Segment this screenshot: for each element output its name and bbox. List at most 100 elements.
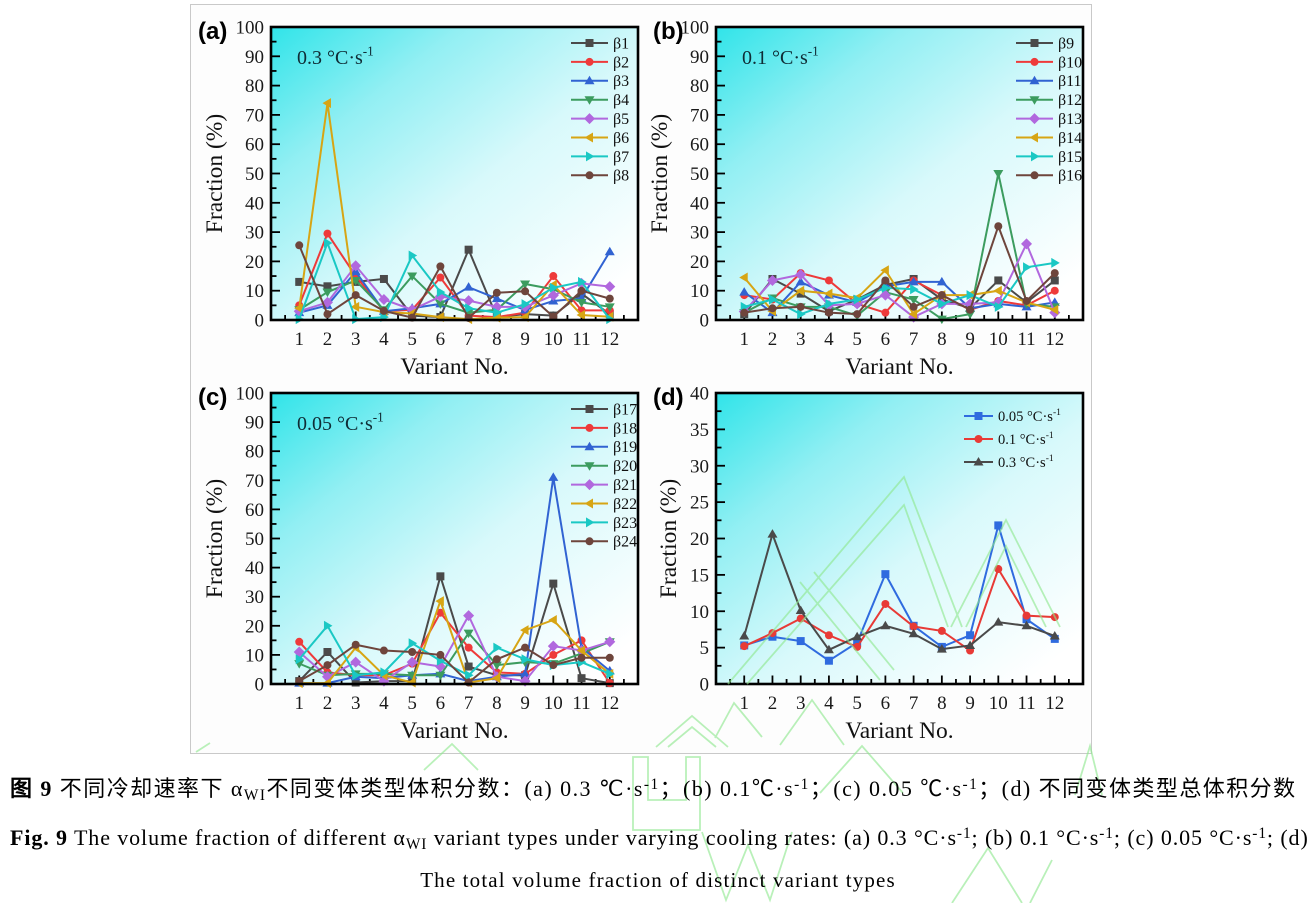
- y-tick-label: 100: [681, 18, 710, 39]
- series-line: [743, 277, 1056, 315]
- legend-entry: β16: [1016, 168, 1082, 185]
- x-tick-label: 7: [464, 693, 474, 714]
- x-tick-label: 9: [965, 693, 975, 714]
- series-marker: [853, 310, 862, 319]
- series-marker: [576, 310, 586, 321]
- legend-entry: 0.05 °C·s-1​: [964, 407, 1061, 425]
- legend-marker: [1029, 75, 1040, 85]
- caption-segment: -1: [962, 776, 979, 794]
- caption-segment: -1: [956, 825, 972, 843]
- y-tick-label: 70: [245, 105, 264, 126]
- series-marker: [548, 472, 559, 481]
- series-marker: [604, 303, 615, 312]
- series-marker: [549, 661, 558, 670]
- y-axis-title: Fraction (%): [202, 114, 228, 233]
- legend-entry: β3: [571, 73, 629, 90]
- series-line: [298, 240, 611, 321]
- legend-entry: β14: [1016, 130, 1082, 147]
- series-marker: [578, 276, 587, 287]
- x-tick-label: 7: [464, 329, 474, 350]
- series-marker: [994, 276, 1003, 285]
- legend-entry: 0.3 °C·s-1​: [964, 453, 1054, 471]
- caption-segment: ; (c) 0.05 °C·s: [1113, 825, 1253, 850]
- legend-marker: [1030, 57, 1039, 66]
- series-marker: [824, 276, 833, 285]
- series-marker: [322, 288, 333, 298]
- caption-segment: ；(d) 不同变体类型总体积分数: [978, 776, 1297, 801]
- series-marker: [909, 302, 918, 311]
- series-marker: [881, 276, 890, 285]
- series-marker: [547, 289, 559, 301]
- series-marker: [350, 276, 361, 286]
- x-tick-label: 8: [937, 329, 947, 350]
- series-marker: [436, 273, 445, 282]
- series-marker: [604, 246, 615, 256]
- series-marker: [492, 288, 501, 297]
- series-marker: [323, 661, 332, 670]
- legend-marker: [585, 171, 594, 180]
- legend-entry: 0.1 °C·s-1​: [964, 430, 1054, 448]
- x-tick-label: 1: [739, 329, 749, 350]
- series-marker: [323, 237, 333, 248]
- y-tick-label: 35: [690, 420, 709, 441]
- legend-label: β1: [613, 35, 629, 52]
- legend-marker: [1030, 171, 1039, 180]
- legend-entry: β10: [1016, 54, 1082, 71]
- series-marker: [796, 302, 805, 311]
- x-tick-label: 3: [351, 693, 361, 714]
- series-line: [299, 598, 611, 685]
- legend-entry: β4: [571, 92, 629, 109]
- caption-segment: ; (d): [1266, 825, 1309, 850]
- series-marker: [493, 642, 502, 653]
- legend-label: β18: [613, 420, 637, 437]
- series-line: [298, 274, 610, 314]
- x-axis-title: Variant No.: [845, 354, 953, 380]
- y-tick-label: 60: [690, 135, 709, 156]
- series-marker: [1022, 296, 1031, 305]
- legend-entry: β9: [1016, 35, 1074, 52]
- x-tick-label: 11: [572, 329, 590, 350]
- x-tick-label: 1: [739, 693, 749, 714]
- x-tick-label: 6: [436, 329, 446, 350]
- caption-segment: Fig. 9: [10, 825, 68, 850]
- legend-marker: [584, 479, 595, 491]
- x-tick-label: 1: [294, 329, 304, 350]
- series-marker: [576, 298, 587, 308]
- legend-marker: [584, 462, 595, 471]
- legend-entry: β1: [571, 35, 629, 52]
- y-tick-label: 0: [700, 675, 710, 696]
- legend: β17 β18 β19 β20 β21 β22 β23 β24: [571, 401, 637, 551]
- series-marker: [521, 299, 531, 310]
- series-marker: [937, 626, 946, 635]
- series-marker: [1051, 257, 1060, 268]
- series-marker: [350, 301, 360, 312]
- legend-label: β5: [613, 111, 629, 128]
- series-marker: [1050, 286, 1059, 295]
- legend-label: β21: [613, 477, 637, 494]
- series-marker: [577, 286, 586, 295]
- series-marker: [465, 670, 474, 681]
- y-tick-label: 90: [245, 47, 264, 68]
- legend: β9 β10 β11 β12 β13 β14 β15 β16: [1016, 35, 1082, 185]
- legend-marker: [585, 57, 594, 66]
- x-tick-label: 3: [796, 329, 806, 350]
- legend-label: β13: [1058, 111, 1082, 128]
- legend-marker: [584, 75, 595, 85]
- y-tick-label: 30: [245, 223, 264, 244]
- caption-english-line2-text: The total volume fraction of distinct va…: [420, 868, 896, 892]
- panel-letter: (a): [198, 18, 227, 45]
- series-marker: [547, 640, 559, 652]
- series-line: [299, 477, 611, 685]
- legend-marker: [585, 537, 594, 546]
- x-tick-label: 9: [520, 693, 530, 714]
- legend-label: β22: [613, 496, 637, 513]
- plot-background: [716, 27, 1083, 320]
- legend-marker: [586, 517, 595, 528]
- series-β15: [740, 257, 1060, 320]
- y-tick-label: 10: [690, 281, 709, 302]
- y-tick-label: 40: [690, 193, 709, 214]
- legend-entry: β24: [571, 534, 637, 551]
- legend-marker: [1031, 151, 1040, 162]
- series-marker: [966, 290, 976, 301]
